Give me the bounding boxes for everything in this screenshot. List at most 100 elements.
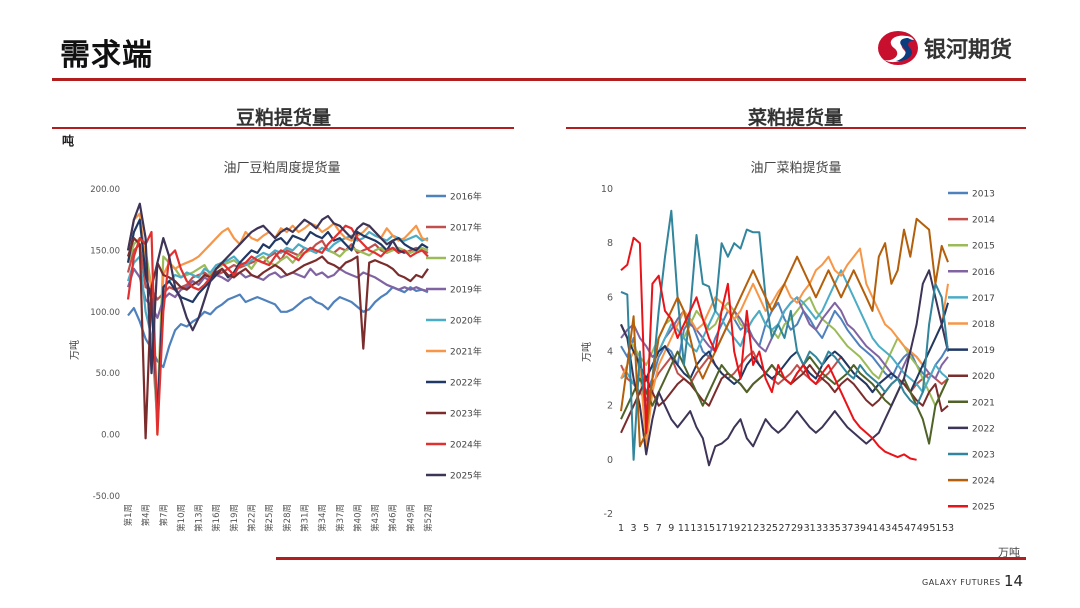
brand-logo <box>876 28 1036 68</box>
x-tick-label: 11 <box>678 523 690 534</box>
rapeseed-unit-label: 万吨 <box>998 546 1020 559</box>
series-line-2016年 <box>127 286 429 369</box>
x-tick-label: 第22周 <box>247 504 258 532</box>
x-tick-label: 9 <box>668 523 674 534</box>
x-tick-label: 17 <box>716 523 728 534</box>
series-line-2015 <box>620 296 949 407</box>
x-tick-label: 13 <box>690 523 702 534</box>
x-tick-label: 第7周 <box>158 504 169 526</box>
legend-label: 2025年 <box>450 470 482 482</box>
y-tick-label: 4 <box>607 347 613 358</box>
legend-label: 2020 <box>972 372 995 382</box>
x-tick-label: 29 <box>791 523 803 534</box>
brand-name: 银河期货 <box>924 38 1013 63</box>
chart-title: 油厂菜粕提货量 <box>750 160 841 176</box>
y-tick-label: 8 <box>607 238 613 249</box>
x-tick-label: 第31周 <box>299 504 310 532</box>
y-tick-label: 2 <box>607 401 613 412</box>
rapeseed-title-divider <box>566 127 1026 129</box>
page-title: 需求端 <box>60 38 153 73</box>
series-line-2024年 <box>126 224 429 436</box>
y-tick-label: 100.00 <box>90 308 120 318</box>
soymeal-panel-title: 豆粕提货量 <box>236 107 332 129</box>
x-tick-label: 第37周 <box>335 504 346 532</box>
x-tick-label: 51 <box>929 523 941 534</box>
x-tick-label: 第49周 <box>405 504 416 532</box>
x-tick-label: 第25周 <box>264 504 275 532</box>
series-line-2023 <box>620 209 949 461</box>
series-line-2025年 <box>126 202 405 375</box>
x-tick-label: 49 <box>917 523 929 534</box>
series-line-2024 <box>620 217 949 448</box>
x-tick-label: 第16周 <box>211 504 222 532</box>
legend-label: 2023年 <box>450 408 482 420</box>
footer-brand: GALAXY FUTURES <box>922 578 1001 587</box>
x-tick-label: 第40周 <box>352 504 363 532</box>
y-tick-label: -2 <box>604 509 613 520</box>
x-tick-label: 23 <box>753 523 765 534</box>
legend-label: 2013 <box>972 190 995 200</box>
legend-label: 2015 <box>972 242 995 252</box>
x-tick-label: 第10周 <box>176 504 187 532</box>
x-tick-label: 27 <box>778 523 790 534</box>
y-tick-label: 0 <box>607 455 613 466</box>
legend-label: 2019年 <box>450 284 482 296</box>
legend-label: 2018年 <box>450 253 482 265</box>
legend-label: 2017年 <box>450 222 482 234</box>
series-line-2019 <box>620 302 949 394</box>
legend-label: 2018 <box>972 320 995 330</box>
x-tick-label: 第4周 <box>141 504 152 526</box>
x-tick-label: 43 <box>879 523 891 534</box>
legend-label: 2021 <box>972 398 995 408</box>
x-tick-label: 3 <box>631 523 637 534</box>
chart-title: 油厂豆粕周度提货量 <box>223 160 340 176</box>
y-axis-label: 万吨 <box>68 340 81 360</box>
x-tick-label: 5 <box>643 523 649 534</box>
x-tick-label: 7 <box>656 523 662 534</box>
x-tick-label: 19 <box>728 523 740 534</box>
legend-label: 2014 <box>972 216 995 226</box>
x-tick-label: 21 <box>741 523 753 534</box>
x-tick-label: 41 <box>866 523 878 534</box>
rapeseed-panel-title: 菜粕提货量 <box>748 107 844 129</box>
y-tick-label: 0.00 <box>101 431 120 441</box>
series-line-2018年 <box>126 236 429 412</box>
x-tick-label: 第13周 <box>194 504 205 532</box>
x-tick-label: 第19周 <box>229 504 240 532</box>
y-tick-label: 6 <box>607 292 613 303</box>
x-tick-label: 37 <box>841 523 853 534</box>
legend-label: 2021年 <box>450 346 482 358</box>
x-tick-label: 第43周 <box>370 504 381 532</box>
x-tick-label: 47 <box>904 523 916 534</box>
legend-label: 2022年 <box>450 377 482 389</box>
legend-label: 2020年 <box>450 315 482 327</box>
series-line-2023年 <box>126 236 429 440</box>
legend-label: 2019 <box>972 346 995 356</box>
soymeal-title-divider <box>52 127 514 129</box>
x-tick-label: 第28周 <box>282 504 293 532</box>
x-tick-label: 45 <box>892 523 904 534</box>
legend-label: 2025 <box>972 503 995 513</box>
x-tick-label: 第52周 <box>423 504 434 532</box>
x-tick-label: 33 <box>816 523 828 534</box>
legend-label: 2016年 <box>450 191 482 203</box>
legend-label: 2024 <box>972 477 995 487</box>
x-tick-label: 第34周 <box>317 504 328 532</box>
y-tick-label: -50.00 <box>93 492 120 502</box>
series-line-2020年 <box>126 230 429 424</box>
series-line-2017年 <box>126 239 429 301</box>
x-tick-label: 第1周 <box>123 504 134 526</box>
soymeal-chart: 油厂豆粕周度提货量 万吨 -50.00 0.00 50.00 100.00 150.00… <box>68 160 482 532</box>
legend-label: 2022 <box>972 424 995 434</box>
legend-label: 2024年 <box>450 439 482 451</box>
y-tick-label: 150.00 <box>90 246 120 256</box>
page-number: 14 <box>1004 572 1024 590</box>
x-tick-label: 1 <box>618 523 624 534</box>
x-tick-label: 35 <box>829 523 841 534</box>
x-tick-label: 15 <box>703 523 715 534</box>
header-divider <box>52 78 1026 81</box>
x-tick-label: 25 <box>766 523 778 534</box>
y-tick-label: 50.00 <box>96 369 120 379</box>
y-tick-label: 10 <box>601 184 613 195</box>
